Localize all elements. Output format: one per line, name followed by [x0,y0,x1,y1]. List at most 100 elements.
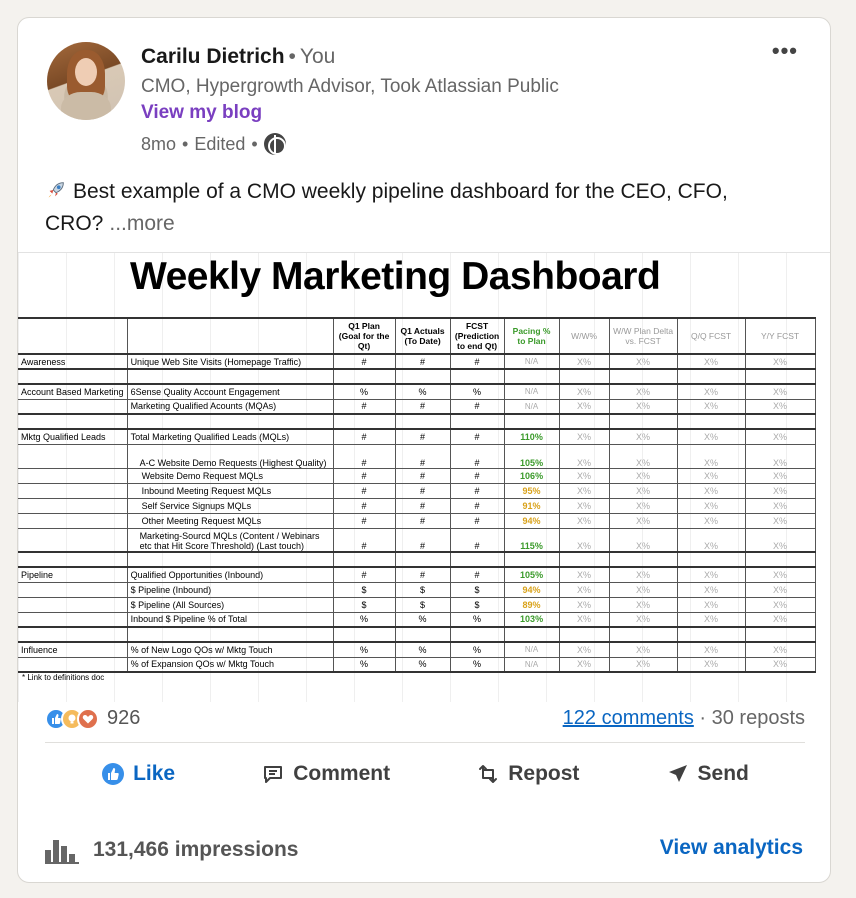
author-name[interactable]: Carilu Dietrich [141,45,285,68]
table-cell [18,399,128,415]
comments-link[interactable]: 122 comments [562,707,694,729]
table-cell: $ [395,597,451,613]
table-cell: # [395,399,451,415]
table-cell: # [333,528,396,553]
comment-button[interactable]: Comment [261,762,390,786]
table-cell: # [333,567,396,583]
send-button[interactable]: Send [666,762,749,786]
action-bar: Like Comment Repost Send [18,762,830,786]
table-cell: Mktg Qualified Leads [18,429,128,445]
reposts-link[interactable]: 30 reposts [711,707,805,729]
table-cell: $ Pipeline (All Sources) [127,597,334,613]
table-cell: X% [745,468,816,484]
table-cell: X% [609,399,678,415]
table-cell [333,627,396,643]
table-header: Pacing % to Plan [504,317,560,355]
avatar[interactable] [47,42,125,120]
table-cell: X% [677,399,746,415]
table-cell: # [450,528,505,553]
table-cell: Qualified Opportunities (Inbound) [127,567,334,583]
table-cell [18,498,128,514]
table-cell: % [450,612,505,628]
table-cell [127,414,334,430]
impressions[interactable]: 131,466 impressions [45,836,298,864]
table-cell: 105% [504,444,560,469]
table-cell: # [333,354,396,370]
like-button[interactable]: Like [101,762,175,786]
see-more-link[interactable]: ...more [109,212,175,235]
table-cell: X% [677,468,746,484]
table-cell: N/A [504,354,560,370]
table-cell [395,627,451,643]
table-cell: # [395,513,451,529]
table-cell: Website Demo Request MQLs [127,468,334,484]
dashboard-image[interactable]: Weekly Marketing Dashboard Q1 Plan (Goal… [18,252,830,702]
table-cell: X% [677,528,746,553]
post-age: 8mo [141,133,177,154]
table-header [18,317,128,355]
table-cell: X% [609,528,678,553]
social-counts: 926 122 comments · 30 reposts [45,703,805,739]
comment-icon [264,766,283,783]
table-cell: X% [559,384,610,400]
table-cell: # [333,444,396,469]
table-header [127,317,334,355]
table-cell: Inbound $ Pipeline % of Total [127,612,334,628]
table-cell: 91% [504,498,560,514]
table-cell: X% [677,354,746,370]
blog-link[interactable]: View my blog [141,102,263,123]
table-cell: X% [745,513,816,529]
table-cell: X% [559,483,610,499]
table-cell: N/A [504,642,560,658]
table-cell: % [333,642,396,658]
table-cell [677,627,746,643]
table-cell [18,582,128,598]
table-cell: X% [745,384,816,400]
repost-icon [479,765,498,783]
table-cell [18,612,128,628]
send-icon [668,765,687,782]
table-cell: # [333,498,396,514]
table-row: Awareness Unique Web Site Visits (Homepag… [18,354,816,370]
table-cell [504,369,560,385]
table-row: Pipeline Qualified Opportunities (Inbound… [18,567,816,583]
view-analytics-link[interactable]: View analytics [659,836,803,859]
table-row: Website Demo Request MQLs # # #106% X% X% X% X% [18,468,816,484]
table-header: Y/Y FCST [745,317,816,355]
table-cell [18,513,128,529]
table-cell [18,414,128,430]
footnote: * Link to definitions doc [22,673,105,682]
table-header: W/W% [559,317,610,355]
table-row [18,369,816,385]
table-cell: % [395,642,451,658]
globe-icon [263,133,286,155]
table-cell: X% [745,399,816,415]
table-header: Q/Q FCST [677,317,746,355]
table-cell: 110% [504,429,560,445]
table-cell [18,369,128,385]
table-row: A-C Website Demo Requests (Highest Quali… [18,444,816,469]
table-cell: Influence [18,642,128,658]
more-options-icon[interactable]: ••• [771,38,798,63]
table-row: $ Pipeline (All Sources) $ $ $89% X% X% X% X% [18,597,816,613]
reactions[interactable]: 926 [45,707,140,730]
table-cell [450,414,505,430]
table-cell: X% [677,612,746,628]
table-cell: % of Expansion QOs w/ Mktg Touch [127,657,334,673]
table-cell: 94% [504,513,560,529]
repost-button[interactable]: Repost [476,762,579,786]
table-cell: # [333,468,396,484]
post-text: Best example of a CMO weekly pipeline da… [45,176,815,240]
table-cell [18,552,128,568]
table-cell: 106% [504,468,560,484]
table-cell: 94% [504,582,560,598]
table-cell: X% [609,642,678,658]
table-cell [745,552,816,568]
table-row: Inbound $ Pipeline % of Total%%% 103% X% X%… [18,612,816,628]
rocket-icon [48,182,64,198]
table-row: % of Expansion QOs w/ Mktg Touch%%% N/A X%… [18,657,816,673]
table-cell: X% [677,597,746,613]
table-cell [559,552,610,568]
table-cell [559,414,610,430]
table-cell: X% [609,384,678,400]
